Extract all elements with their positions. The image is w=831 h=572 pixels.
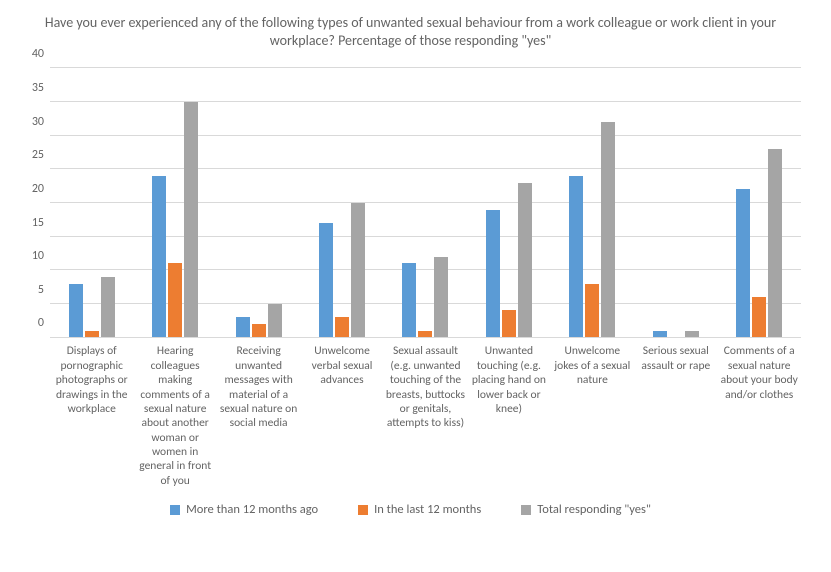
bar-groups [50,68,801,337]
bar-group [300,68,383,337]
bar [85,331,99,338]
bar-group [718,68,801,337]
legend-label: More than 12 months ago [186,502,318,517]
bar [101,277,115,338]
legend-item: More than 12 months ago [170,502,318,517]
bar [601,122,615,337]
y-tick-label: 25 [20,148,44,162]
legend: More than 12 months ago In the last 12 mo… [10,502,811,517]
bar [685,331,699,338]
bar-group [634,68,717,337]
x-tick-label: Receiving unwanted messages with materia… [217,338,300,488]
bar-group [217,68,300,337]
x-tick-label: Comments of a sexual nature about your b… [718,338,801,488]
bar [168,263,182,337]
x-tick-label: Sexual assault (e.g. unwanted touching o… [384,338,467,488]
bar [653,331,667,338]
y-tick-label: 15 [20,216,44,230]
chart-container: 0510152025303540 Displays of pornographi… [10,68,811,517]
bar [518,183,532,338]
bar [319,223,333,337]
bar [569,176,583,337]
y-tick-label: 0 [20,316,44,330]
y-tick-label: 35 [20,81,44,95]
bar-group [467,68,550,337]
bar [236,317,250,337]
x-tick-label: Hearing colleagues making comments of a … [133,338,216,488]
bar [418,331,432,338]
bar [69,284,83,338]
y-tick-label: 40 [20,47,44,61]
bar [351,203,365,338]
legend-swatch [521,505,531,515]
legend-label: Total responding "yes" [537,502,651,517]
bar [752,297,766,337]
bar [585,284,599,338]
bar [434,257,448,338]
x-tick-label: Unwelcome verbal sexual advances [300,338,383,488]
bar [768,149,782,337]
bar-group [551,68,634,337]
legend-item: In the last 12 months [358,502,481,517]
bar-group [384,68,467,337]
legend-item: Total responding "yes" [521,502,651,517]
bar-group [50,68,133,337]
y-tick-label: 30 [20,115,44,129]
chart-title: Have you ever experienced any of the fol… [10,14,811,50]
legend-swatch [358,505,368,515]
y-tick-label: 10 [20,249,44,263]
x-tick-label: Unwelcome jokes of a sexual nature [551,338,634,488]
x-tick-label: Displays of pornographic photographs or … [50,338,133,488]
bar [252,324,266,337]
bar [402,263,416,337]
bar [268,304,282,338]
bar [486,210,500,338]
x-tick-label: Unwanted touching (e.g. placing hand on … [467,338,550,488]
y-tick-label: 20 [20,182,44,196]
legend-swatch [170,505,180,515]
y-tick-label: 5 [20,283,44,297]
bar [502,310,516,337]
bar [184,102,198,337]
bar-group [133,68,216,337]
x-tick-label: Serious sexual assault or rape [634,338,717,488]
x-axis-labels: Displays of pornographic photographs or … [50,338,801,488]
bar [152,176,166,337]
bar [335,317,349,337]
bar [736,189,750,337]
plot-area: 0510152025303540 [50,68,801,338]
legend-label: In the last 12 months [374,502,481,517]
